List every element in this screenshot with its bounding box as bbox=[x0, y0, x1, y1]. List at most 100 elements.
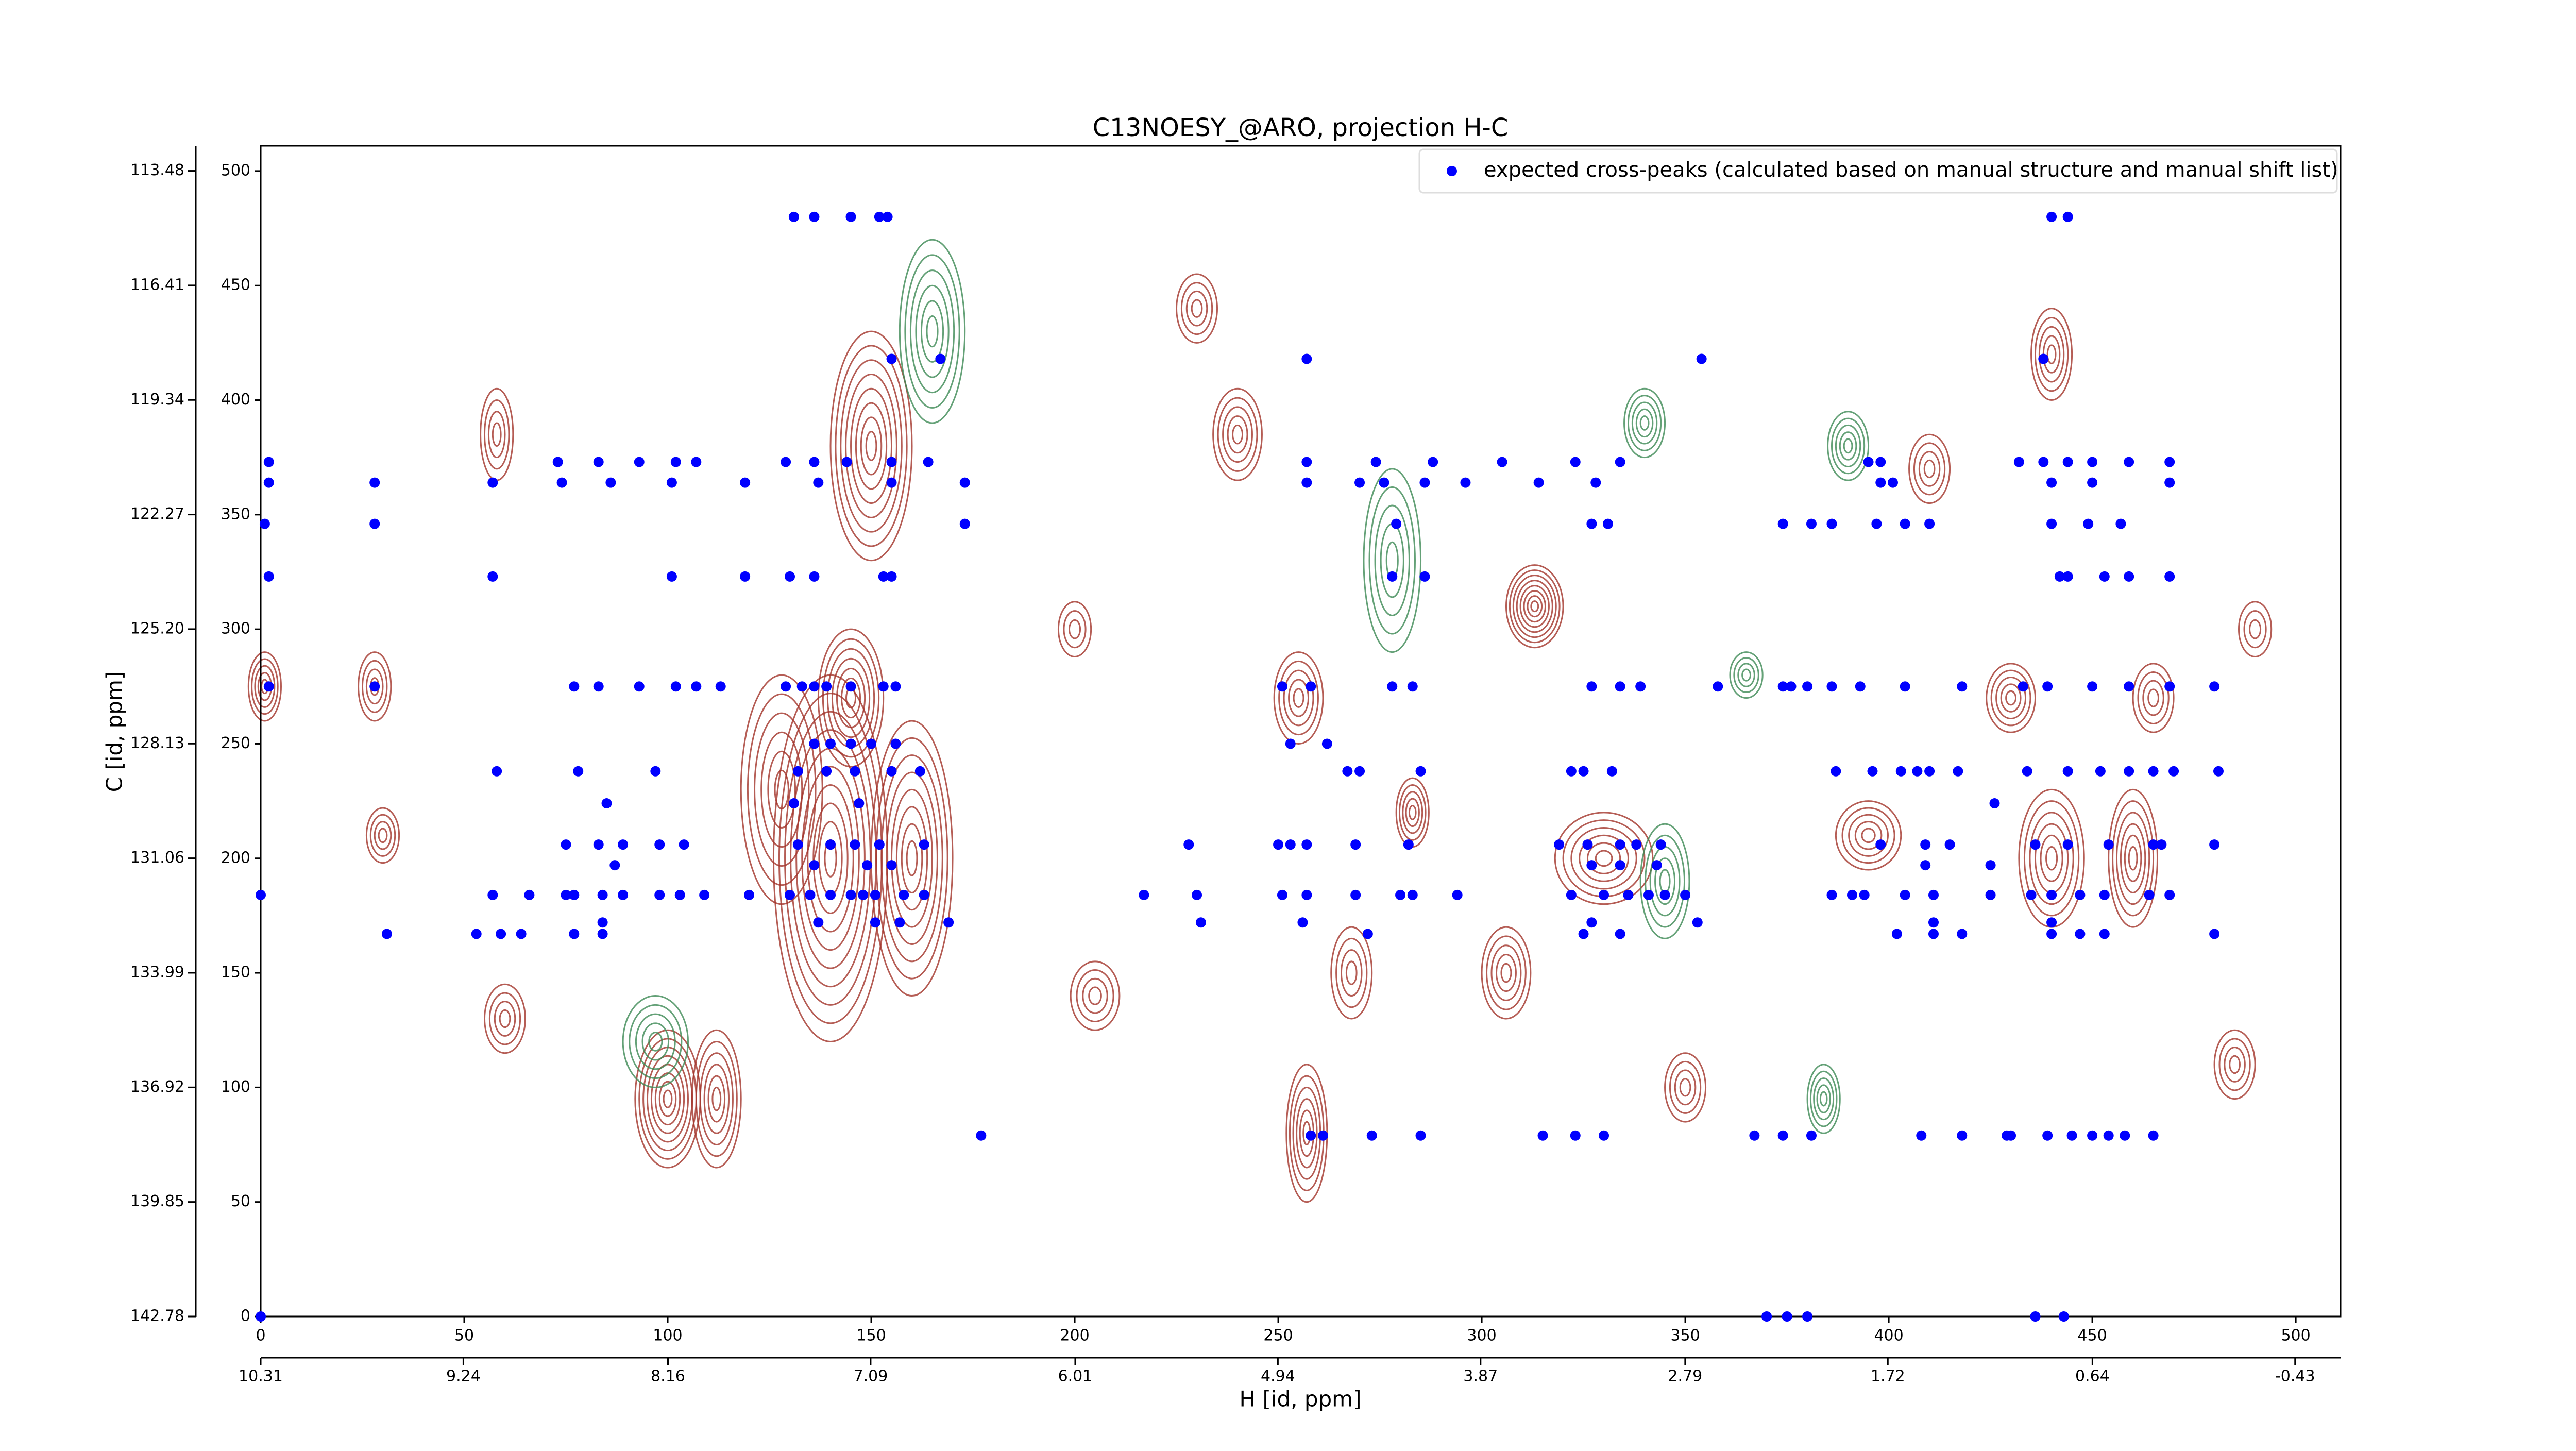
cross-peak bbox=[2062, 839, 2073, 850]
contour bbox=[1659, 869, 1671, 893]
contour bbox=[1509, 569, 1561, 644]
cross-peak bbox=[886, 766, 897, 777]
cross-peak bbox=[959, 518, 970, 529]
cross-peak bbox=[573, 766, 584, 777]
cross-peak bbox=[809, 738, 820, 749]
cross-peak bbox=[2124, 766, 2134, 777]
cross-peak bbox=[1350, 839, 1361, 850]
cross-peak bbox=[813, 477, 824, 488]
contour bbox=[2243, 610, 2267, 649]
cross-peak bbox=[1533, 477, 1544, 488]
x-tick-label: 250 bbox=[1263, 1327, 1293, 1345]
y-tick-label: 500 bbox=[221, 161, 250, 179]
contour bbox=[1809, 1070, 1838, 1127]
cross-peak bbox=[369, 477, 380, 488]
cross-peak bbox=[874, 839, 885, 850]
contour bbox=[1486, 935, 1527, 1010]
cross-peak bbox=[1782, 1311, 1792, 1322]
y2-tick-label: 139.85 bbox=[130, 1192, 184, 1210]
cross-peak bbox=[1615, 839, 1625, 850]
cross-peak bbox=[2030, 839, 2041, 850]
y-tick-label: 300 bbox=[221, 620, 250, 638]
y-tick-label: 400 bbox=[221, 391, 250, 409]
contour bbox=[374, 821, 392, 850]
cross-peak bbox=[369, 518, 380, 529]
cross-peak bbox=[597, 889, 608, 900]
contour bbox=[494, 1001, 516, 1037]
contour bbox=[906, 840, 918, 876]
cross-peak bbox=[870, 917, 880, 928]
contour bbox=[1995, 677, 2027, 720]
contour bbox=[1212, 387, 1263, 481]
cross-peak bbox=[744, 889, 755, 900]
cross-peak bbox=[976, 1130, 987, 1141]
contour bbox=[1516, 580, 1553, 633]
cross-peak bbox=[1920, 860, 1931, 871]
cross-peak bbox=[2038, 353, 2049, 364]
contour bbox=[901, 823, 923, 893]
contour bbox=[1669, 1060, 1702, 1114]
cross-peak bbox=[2103, 839, 2114, 850]
contour bbox=[926, 315, 939, 348]
contour bbox=[2229, 1055, 2241, 1074]
contour bbox=[1330, 926, 1373, 1020]
cross-peak bbox=[1989, 798, 2000, 809]
cross-peak bbox=[1139, 889, 1149, 900]
cross-peak bbox=[866, 738, 877, 749]
cross-peak bbox=[1802, 1311, 1813, 1322]
contour bbox=[1664, 1052, 1707, 1123]
cross-peak bbox=[1953, 766, 1963, 777]
contour bbox=[707, 1075, 726, 1123]
cross-peak bbox=[561, 839, 571, 850]
cross-peak bbox=[1586, 681, 1597, 692]
contour bbox=[875, 737, 948, 980]
cross-peak bbox=[2087, 477, 2098, 488]
contour bbox=[1562, 819, 1646, 898]
y2-tick-label: 119.34 bbox=[130, 391, 184, 409]
cross-peak bbox=[2006, 1130, 2016, 1141]
cross-peak bbox=[2038, 457, 2049, 467]
cross-peak bbox=[2164, 477, 2175, 488]
x-tick-label: 450 bbox=[2077, 1327, 2107, 1345]
cross-peak bbox=[1285, 738, 1296, 749]
y2-tick-label: 142.78 bbox=[130, 1307, 184, 1325]
cross-peak bbox=[670, 681, 681, 692]
cross-peak bbox=[487, 571, 498, 582]
cross-peak bbox=[1342, 766, 1353, 777]
cross-peak bbox=[1786, 681, 1797, 692]
contour bbox=[1861, 828, 1876, 843]
cross-peak bbox=[601, 798, 612, 809]
contour bbox=[826, 648, 875, 748]
y-tick-label: 100 bbox=[221, 1078, 250, 1096]
contour bbox=[691, 1029, 742, 1169]
cross-peak bbox=[1407, 681, 1418, 692]
cross-peak bbox=[2209, 929, 2220, 939]
cross-peak bbox=[805, 889, 816, 900]
cross-peak bbox=[1985, 860, 1996, 871]
plot-frame bbox=[260, 145, 2342, 1318]
x-tick-label: 0 bbox=[256, 1327, 265, 1345]
contour bbox=[1527, 595, 1543, 618]
cross-peak bbox=[2164, 681, 2175, 692]
x2-tick-label: 2.79 bbox=[1668, 1368, 1702, 1386]
contour bbox=[695, 1040, 738, 1157]
cross-peak bbox=[487, 477, 498, 488]
contour bbox=[2115, 812, 2150, 905]
cross-peak bbox=[1985, 889, 1996, 900]
contour bbox=[829, 330, 913, 562]
contour bbox=[1835, 424, 1861, 467]
cross-peak bbox=[788, 211, 799, 222]
cross-peak bbox=[886, 860, 897, 871]
contour bbox=[635, 1013, 676, 1070]
contour bbox=[822, 638, 880, 758]
cross-peak bbox=[634, 457, 645, 467]
cross-peak bbox=[841, 457, 852, 467]
cross-peak bbox=[593, 839, 604, 850]
cross-peak bbox=[1957, 681, 1968, 692]
cross-peak bbox=[487, 889, 498, 900]
contour bbox=[1180, 282, 1213, 335]
x-tick-label: 350 bbox=[1670, 1327, 1700, 1345]
contour bbox=[920, 300, 944, 363]
cross-peak bbox=[2148, 766, 2159, 777]
